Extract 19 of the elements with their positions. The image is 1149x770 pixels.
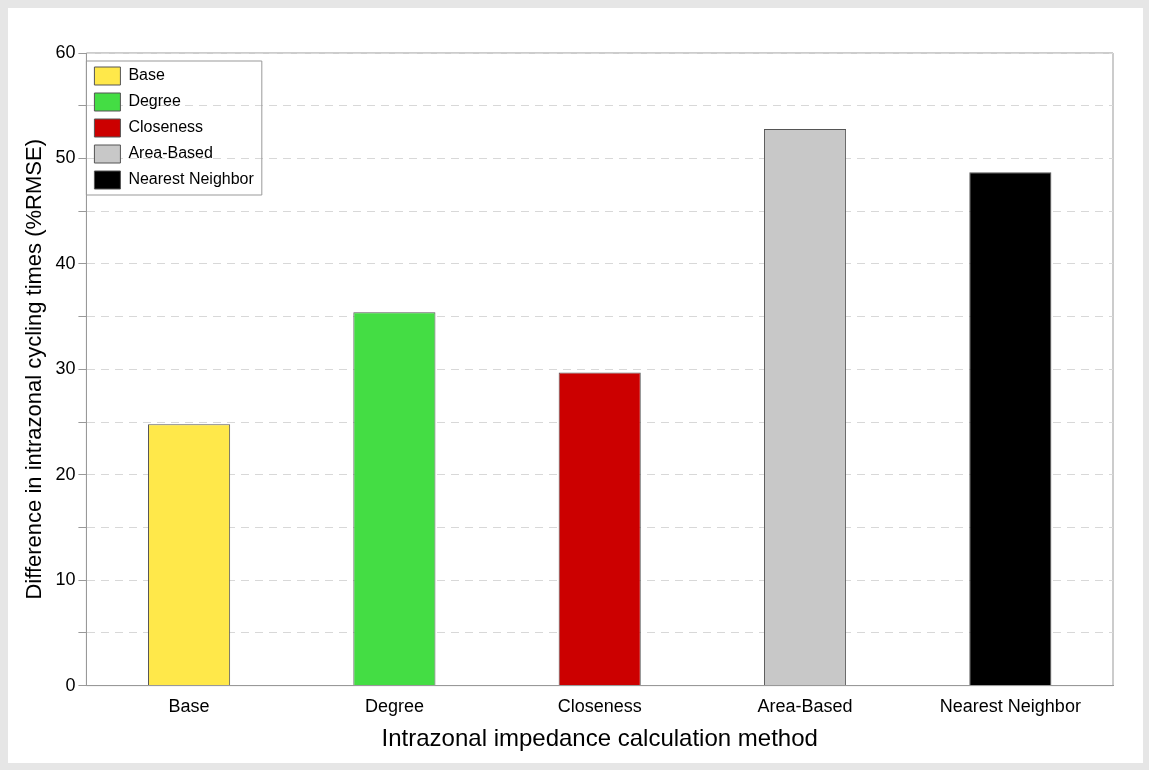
y-tick-label: 50 [55,147,76,168]
x-axis-title: Intrazonal impedance calculation method [381,724,818,752]
y-tick-label: 0 [65,674,76,695]
x-tick-label: Base [168,696,210,717]
legend-label: Nearest Neighbor [128,170,255,188]
legend-label: Degree [128,92,181,110]
y-tick-label: 40 [55,252,76,273]
legend-label: Closeness [128,118,204,136]
x-tick-label: Degree [364,696,424,717]
y-tick-label: 30 [55,358,76,379]
legend-label: Area-Based [128,144,213,162]
x-tick-label: Area-Based [757,696,853,717]
legend-label: Base [128,66,165,84]
y-axis-title: Difference in intrazonal cycling times (%RMSE) [21,139,47,600]
y-tick-label: 60 [55,41,76,62]
y-tick-label: 10 [55,569,76,590]
x-tick-label: Nearest Neighbor [939,696,1081,717]
x-tick-label: Closeness [557,696,642,717]
y-tick-label: 20 [55,463,76,484]
